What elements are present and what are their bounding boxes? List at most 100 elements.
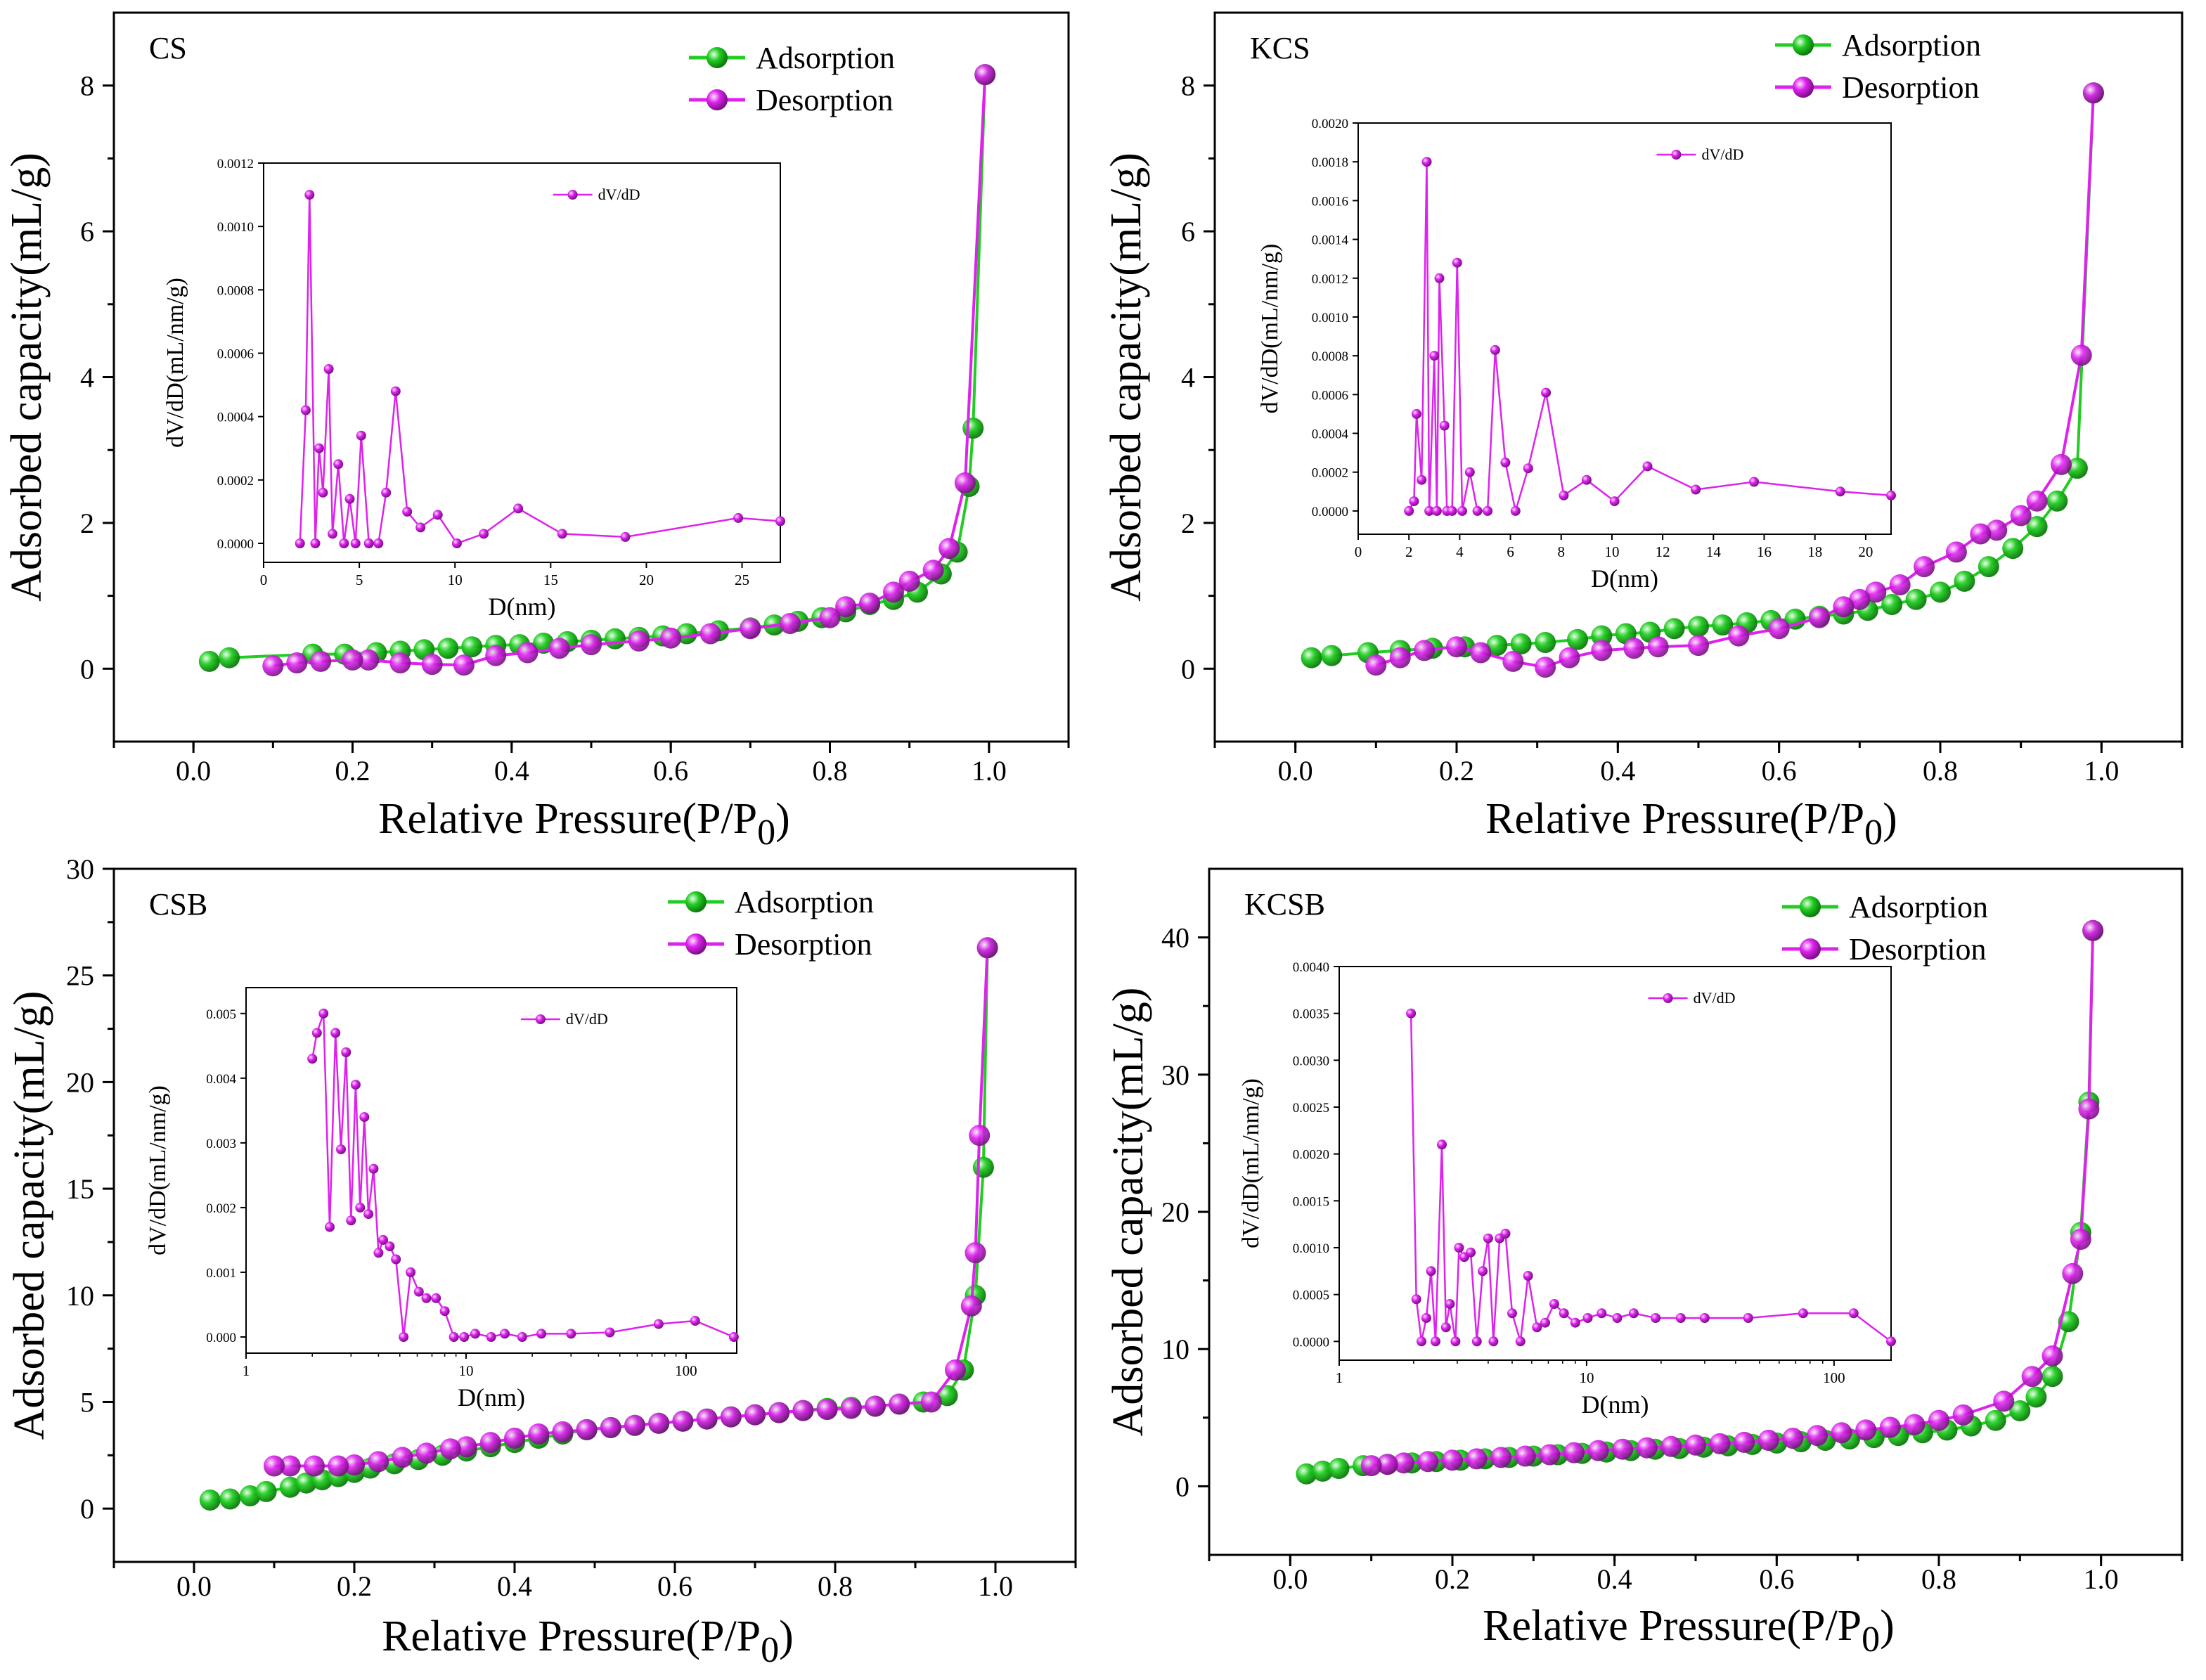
inset-dvdd-point: [620, 531, 631, 542]
inset-dvdd-point: [318, 1008, 329, 1019]
legend-desorption-marker: [707, 89, 728, 110]
desorption-point: [421, 654, 443, 676]
inset-dvdd-point: [1515, 1336, 1526, 1347]
inset-dvdd-point: [1421, 157, 1432, 167]
x-tick-label: 0.6: [653, 755, 688, 787]
inset-y-tick-label: 0.0000: [217, 537, 254, 552]
x-axis-label-tail: ): [1883, 795, 1897, 843]
x-tick-label: 0.8: [1923, 755, 1958, 787]
inset-dvdd-point: [513, 503, 524, 514]
desorption-point: [699, 623, 721, 645]
inset-dvdd-point: [690, 1316, 700, 1326]
inset-dvdd-point: [775, 516, 785, 526]
adsorption-point: [1486, 635, 1508, 657]
adsorption-point: [461, 636, 483, 658]
desorption-point: [898, 570, 920, 592]
inset-x-tick-label: 10: [458, 1362, 473, 1379]
inset-legend-marker: [535, 1014, 546, 1024]
inset-dvdd-point: [1500, 457, 1511, 467]
inset-dvdd-point: [1612, 1313, 1623, 1323]
desorption-point: [720, 1406, 742, 1428]
adsorption-point: [1985, 1409, 2006, 1431]
inset-dvdd-point: [390, 386, 401, 396]
x-tick-label: 0.4: [1600, 755, 1635, 787]
desorption-point: [310, 650, 332, 672]
inset-dvdd-point: [1541, 387, 1552, 398]
inset-dvdd-point: [1488, 1336, 1499, 1347]
inset-x-tick-label: 25: [735, 571, 749, 588]
inset-frame: [245, 987, 737, 1354]
x-axis-label-subscript: 0: [757, 813, 775, 853]
desorption-point: [1768, 618, 1790, 640]
desorption-point: [1623, 638, 1645, 659]
desorption-point: [696, 1408, 718, 1430]
inset-dvdd-point: [314, 443, 324, 453]
inset-x-tick-label: 4: [1456, 543, 1464, 560]
desorption-point: [976, 937, 998, 959]
y-axis-label: Adsorbed capacity(mL/g): [1102, 153, 1150, 602]
x-tick-label: 0.6: [1762, 755, 1797, 787]
inset-frame: [1357, 122, 1892, 535]
x-tick-label: 0.8: [818, 1570, 853, 1602]
desorption-point: [920, 1391, 942, 1413]
desorption-point: [840, 1397, 862, 1419]
desorption-point: [1757, 1430, 1779, 1451]
desorption-point: [969, 1125, 991, 1146]
inset-dvdd-point: [733, 512, 744, 523]
desorption-point: [279, 1455, 301, 1477]
inset-dvdd-line: [1408, 162, 1892, 512]
adsorption-point: [295, 1472, 317, 1494]
inset-x-tick-label: 20: [1858, 543, 1873, 560]
panel-title: CS: [149, 31, 187, 65]
desorption-point: [600, 1416, 621, 1438]
desorption-point: [648, 1412, 670, 1434]
inset-dvdd-point: [1523, 463, 1533, 474]
desorption-point: [859, 593, 881, 614]
inset-dvdd-point: [479, 529, 489, 539]
desorption-point: [1365, 654, 1387, 676]
adsorption-point: [437, 638, 459, 659]
desorption-point: [1952, 1404, 1974, 1426]
inset-dvdd-point: [336, 1144, 346, 1155]
y-tick-label: 6: [80, 216, 94, 247]
inset-dvdd-point: [295, 538, 305, 548]
desorption-point: [1389, 647, 1411, 668]
desorption-point: [1993, 1390, 2015, 1412]
desorption-point: [1709, 1433, 1731, 1454]
inset-y-tick-label: 0.0010: [1293, 1241, 1329, 1256]
y-tick-label: 8: [1181, 70, 1195, 102]
adsorption-point: [676, 623, 697, 645]
x-tick-label: 1.0: [2084, 1563, 2119, 1595]
legend-desorption-marker: [685, 933, 707, 955]
inset-x-axis-label: D(nm): [458, 1383, 525, 1411]
inset-dvdd-point: [653, 1319, 664, 1329]
inset-x-tick-label: 2: [1405, 543, 1413, 560]
inset-dvdd-point: [1597, 1308, 1607, 1319]
inset-dvdd-point: [1490, 344, 1500, 355]
inset-dvdd-point: [368, 1163, 379, 1174]
inset-dvdd-point: [1409, 496, 1419, 507]
adsorption-point: [972, 1156, 994, 1178]
x-tick-label: 0.2: [1439, 755, 1474, 787]
legend-desorption-label: Desorption: [735, 927, 872, 962]
adsorption-point: [1591, 625, 1613, 647]
inset-dvdd-point: [318, 487, 328, 498]
desorption-point: [744, 1404, 766, 1426]
desorption-point: [415, 1442, 437, 1464]
inset-dvdd-point: [1445, 1299, 1455, 1309]
y-tick-label: 25: [66, 960, 94, 992]
inset-y-axis-label: dV/dD(mL/nm/g): [1257, 244, 1283, 414]
plot-frame: [112, 867, 1077, 1563]
inset-dvdd-point: [1642, 461, 1653, 472]
inset-y-tick-label: 0.0000: [1293, 1335, 1329, 1350]
inset-dvdd-point: [1457, 505, 1467, 516]
inset-dvdd-point: [1835, 486, 1845, 497]
inset-dvdd-point: [1523, 1271, 1533, 1281]
desorption-point: [865, 1395, 886, 1417]
legend-adsorption-label: Adsorption: [756, 41, 895, 75]
inset-y-tick-label: 0.0010: [1312, 311, 1348, 325]
inset-dvdd-point: [350, 1080, 361, 1090]
inset-y-tick-label: 0.005: [206, 1007, 236, 1022]
x-tick-label: 1.0: [2084, 755, 2119, 787]
inset-y-tick-label: 0.0005: [1293, 1288, 1329, 1303]
